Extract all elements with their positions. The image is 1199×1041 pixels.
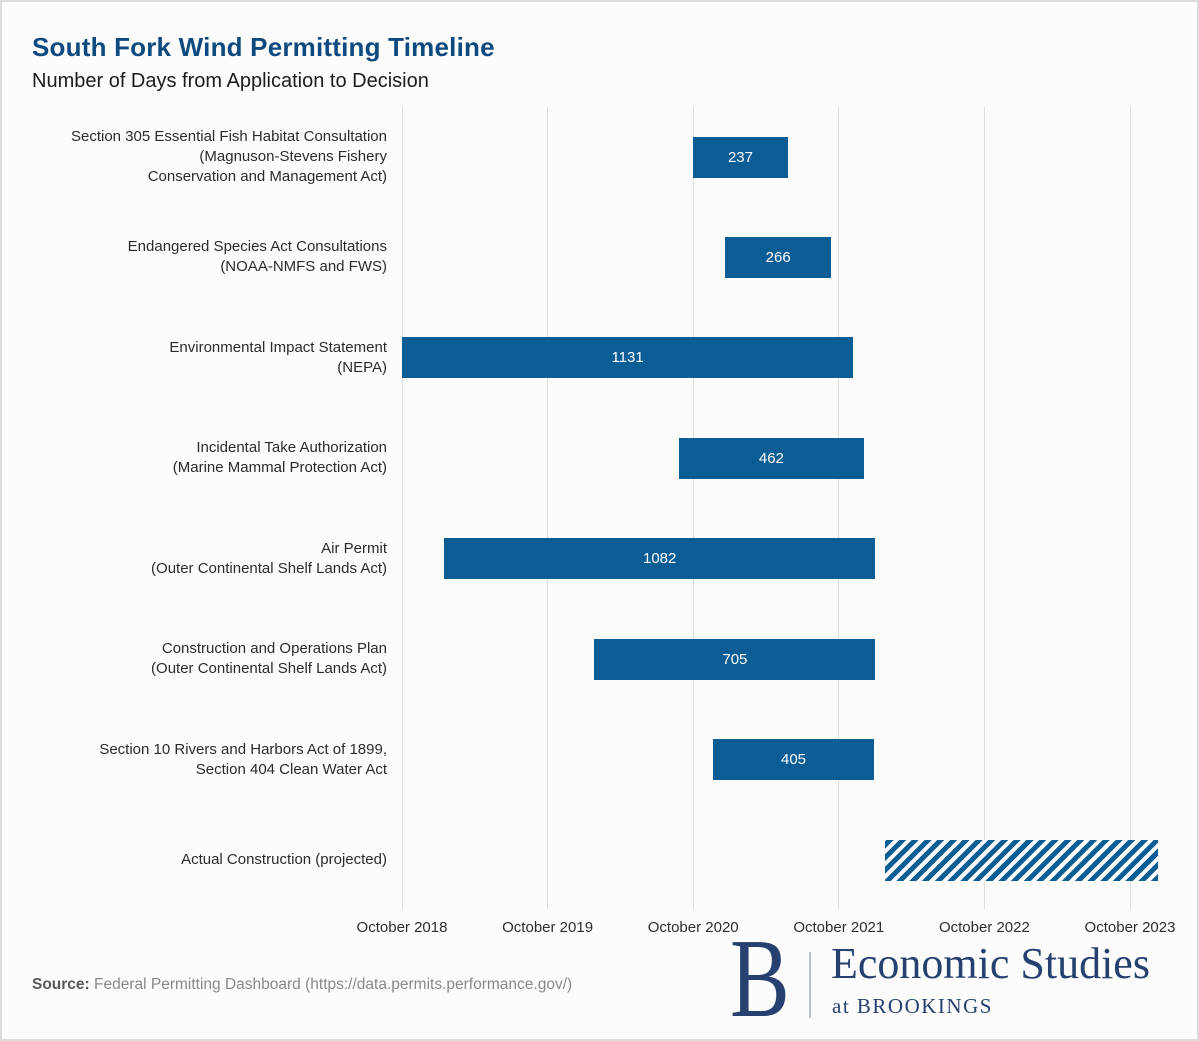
row-label: Section 10 Rivers and Harbors Act of 189…	[32, 740, 387, 780]
row-label: Air Permit (Outer Continental Shelf Lands…	[32, 539, 387, 579]
bar-value-label: 266	[765, 248, 791, 266]
bar-value-label: 1082	[642, 550, 677, 568]
row-label: Construction and Operations Plan (Outer C…	[32, 639, 387, 679]
logo-at-brookings: at BROOKINGS	[832, 994, 993, 1019]
row-label: Environmental Impact Statement (NEPA)	[32, 338, 387, 378]
x-gridline	[547, 107, 549, 909]
bar-value-label: 705	[722, 650, 748, 668]
row-label-line: (NOAA-NMFS and FWS)	[220, 258, 387, 276]
x-axis-tick-label: October 2022	[938, 919, 1030, 936]
timeline-bar: 705	[594, 638, 876, 680]
logo-brookings: BROOKINGS	[856, 994, 993, 1018]
source-text: Federal Permitting Dashboard (https://da…	[94, 976, 573, 993]
bar-value-label: 237	[727, 148, 753, 166]
source-label: Source:	[32, 976, 90, 993]
x-gridline	[983, 107, 985, 909]
bar-value-label: 462	[758, 449, 784, 467]
row-label-line: Environmental Impact Statement	[169, 338, 387, 356]
timeline-bar: 405	[712, 739, 875, 781]
row-label-line: Section 10 Rivers and Harbors Act of 189…	[99, 740, 387, 758]
row-label-line: (Magnuson-Stevens Fishery	[199, 148, 387, 165]
bar-value-label: 1131	[611, 349, 644, 367]
row-label-line: Actual Construction (projected)	[181, 851, 387, 869]
row-label-line: Section 404 Clean Water Act	[195, 760, 387, 778]
x-axis-tick-label: October 2023	[1084, 919, 1176, 936]
page-title: South Fork Wind Permitting Timeline	[32, 32, 495, 62]
timeline-bar: 462	[679, 437, 864, 479]
timeline-bar: 266	[725, 236, 832, 278]
row-label-line: Endangered Species Act Consultations	[127, 238, 387, 256]
timeline-bar: 1131	[402, 337, 854, 379]
row-label-line: Air Permit	[321, 539, 387, 557]
logo-at: at	[832, 994, 851, 1018]
x-axis-tick-label: October 2020	[647, 919, 739, 936]
row-label: Endangered Species Act Consultations (NOA…	[32, 237, 387, 277]
brookings-logo: B Economic Studies at BROOKINGS	[728, 923, 1188, 1036]
row-label-line: Section 305 Essential Fish Habitat Consu…	[70, 128, 387, 145]
timeline-bar: 1082	[443, 538, 876, 580]
row-label: Section 305 Essential Fish Habitat Consu…	[32, 127, 387, 187]
x-gridline	[838, 107, 840, 909]
row-label-line: (NEPA)	[337, 358, 387, 376]
x-gridline	[401, 107, 403, 909]
row-label-line: Incidental Take Authorization	[196, 439, 387, 457]
source-line: Source: Federal Permitting Dashboard (ht…	[32, 976, 572, 994]
row-label: Actual Construction (projected)	[32, 850, 387, 870]
row-label: Incidental Take Authorization (Marine Mam…	[32, 438, 387, 478]
logo-economic-studies: Economic Studies	[831, 939, 1150, 988]
timeline-bar-hatched	[885, 839, 1159, 881]
x-gridline	[1129, 107, 1131, 909]
row-label-line: (Outer Continental Shelf Lands Act)	[151, 559, 387, 577]
x-gridline	[692, 107, 694, 909]
x-axis-tick-label: October 2019	[502, 919, 594, 936]
row-label-line: (Marine Mammal Protection Act)	[172, 459, 387, 477]
row-label-line: Conservation and Management Act)	[147, 168, 387, 185]
page-subtitle: Number of Days from Application to Decis…	[32, 70, 429, 92]
row-label-line: Construction and Operations Plan	[161, 640, 387, 658]
bar-value-label: 405	[780, 751, 807, 769]
row-label-line: (Outer Continental Shelf Lands Act)	[151, 660, 387, 678]
brookings-b-mark: B	[730, 917, 790, 1041]
timeline-bar: 237	[693, 136, 788, 178]
x-axis-tick-label: October 2018	[356, 919, 448, 936]
x-axis-tick-label: October 2021	[793, 919, 885, 936]
logo-divider	[809, 952, 811, 1018]
